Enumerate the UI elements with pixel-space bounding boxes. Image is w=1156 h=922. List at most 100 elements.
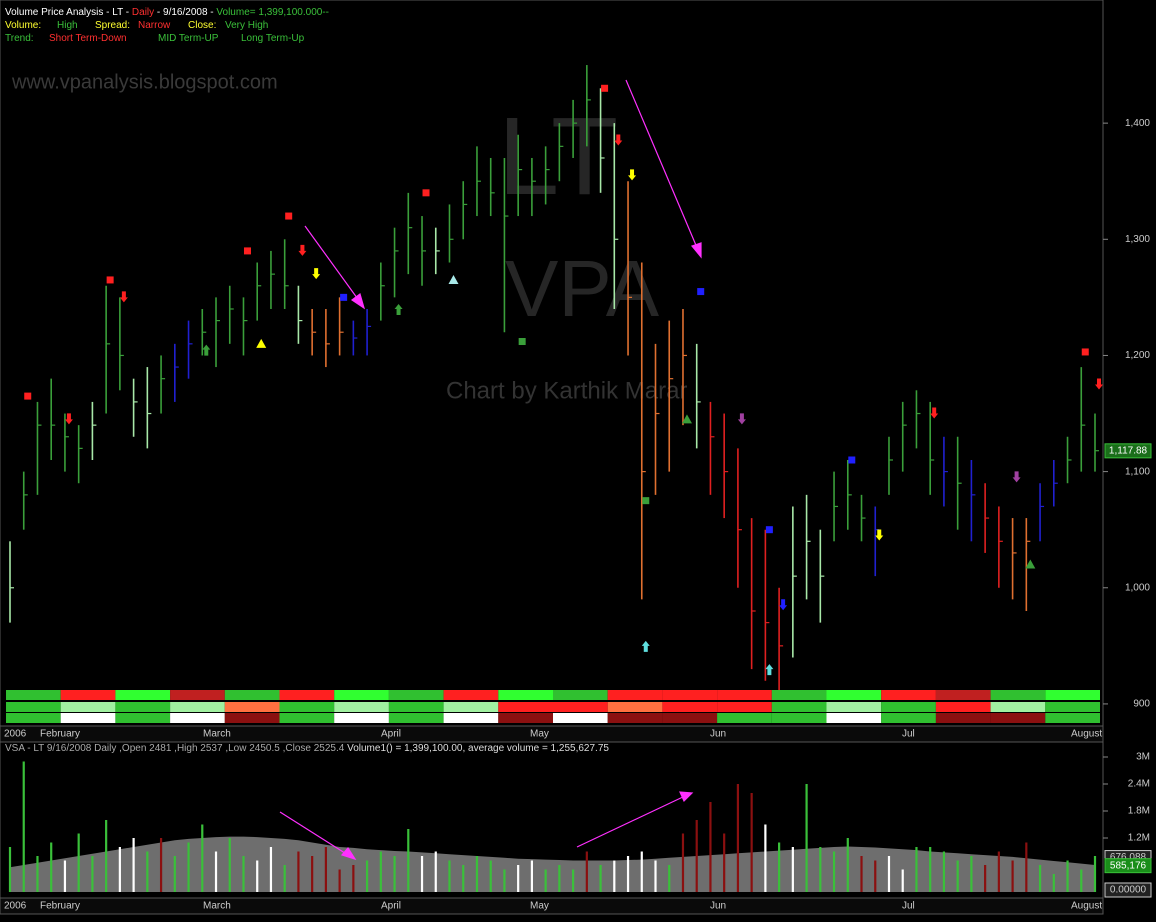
signal [394,303,403,315]
text: High [57,20,78,31]
signal [765,664,774,676]
watermark: VPA [505,244,660,333]
strip-cell [935,702,991,712]
volume-header: VSA - LT 9/16/2008 Daily ,Open 2481 ,Hig… [5,743,609,754]
signal [518,338,526,346]
signal [1012,471,1021,483]
text: Short Term-Down [49,33,127,44]
strip-cell [662,713,718,723]
x-tick-label: 2006 [4,729,27,740]
volume-marker-box [1104,882,1152,898]
x-tick-label: Jul [902,901,915,912]
strip-cell [717,702,772,712]
annotations [279,79,702,861]
signal [848,456,856,464]
strip-cell [224,702,280,712]
signal [779,599,788,611]
signal [202,344,211,356]
text: Volume1() = 1,399,100.00, average volume… [347,743,609,754]
y-tick-label: 1,300 [1125,234,1150,245]
signal [106,276,114,284]
strip-cell [170,713,225,723]
arrow [279,811,349,856]
strip-cell [224,713,280,723]
y-tick-label: 1.8M [1128,806,1150,817]
header-line: Volume: High Spread: Narrow Close: Very High [5,20,268,31]
strip-cell [60,702,116,712]
arrow [576,795,686,848]
strip-cell [662,702,718,712]
header-line: Volume Price Analysis - LT - Daily - 9/1… [5,7,329,18]
strip-cell [6,713,61,723]
text: Trend: [5,33,34,44]
average-volume-area [10,836,1095,892]
strip-cell [6,690,61,700]
signal [737,413,746,425]
strip-cell [170,702,225,712]
arrow-head [350,292,366,310]
strip-cell [826,690,882,700]
strip-cell [881,713,936,723]
signal [601,84,609,92]
signal [765,526,773,534]
text: Close: [188,20,216,31]
strip-cell [990,713,1046,723]
strip-cell [607,713,663,723]
signal [875,529,884,541]
strip-cell [881,690,936,700]
text: Volume Price Analysis - LT - [5,7,132,18]
strip-cell [771,702,827,712]
date-row [0,725,1104,743]
strip-cell [553,713,608,723]
x-tick-label: Jun [710,901,726,912]
x-tick-label: 2006 [4,901,27,912]
y-tick-label: 1.2M [1128,833,1150,844]
signal [24,392,32,400]
watermark: Chart by Karthik Marar [446,377,687,404]
strip-cell [553,702,608,712]
watermark: www.vpanalysis.blogspot.com [11,71,278,93]
signal [340,293,348,301]
strip-cell [6,702,61,712]
plot: 1,400 1,300 1,200 1,100 1,000 900 1,117.88 3M 2.… [6,65,1152,898]
strip-cell [60,690,116,700]
strip-cell [607,690,663,700]
signal [1081,348,1089,356]
header: Volume Price Analysis - LT - Daily - 9/1… [5,7,609,754]
signal [448,274,459,284]
x-tick-label: February [40,901,80,912]
price-panel [0,0,1104,727]
signal [298,244,307,256]
arrow-head [690,242,702,259]
signal [628,169,637,181]
strip-cell [771,690,827,700]
strip-cell [279,690,335,700]
strip-cell [443,690,499,700]
y-tick-label: 2.4M [1128,779,1150,790]
signal [64,413,73,425]
arrow [625,79,699,251]
signal [1095,378,1103,390]
text: Spread: [95,20,130,31]
strip-cell [607,702,663,712]
strip-cell [388,690,444,700]
strip-cell [826,702,882,712]
strip-cell [935,690,991,700]
x-tick-label: April [381,729,401,740]
strip-cell [388,713,444,723]
x-tick-label: March [203,729,231,740]
x-tick-label: February [40,729,80,740]
strip-cell [279,713,335,723]
strip-cell [279,702,335,712]
signal [642,497,650,505]
signal [243,247,251,255]
strip-cell [881,702,936,712]
strip-cell [826,713,882,723]
y-tick-label: 900 [1133,699,1150,710]
text: Long Term-Up [241,33,305,44]
signal [422,189,430,197]
y-tick-label: 1,200 [1125,350,1150,361]
strip-cell [1045,702,1100,712]
